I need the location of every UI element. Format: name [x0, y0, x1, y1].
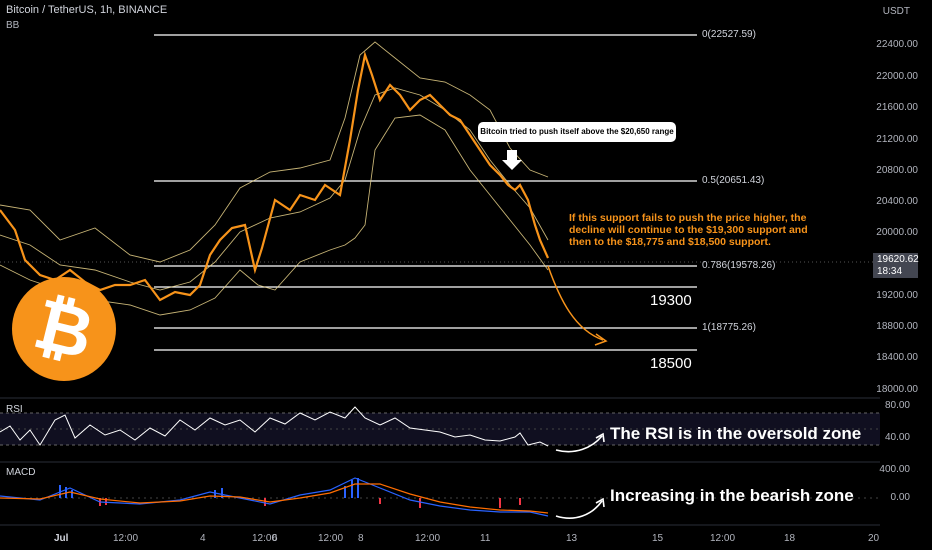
current-price: 19620.62 — [877, 254, 919, 265]
x-tick: 12:00 — [252, 533, 278, 544]
x-tick: 12:00 — [710, 533, 736, 544]
macd-annotation: Increasing in the bearish zone — [610, 486, 854, 505]
price-series — [0, 50, 550, 302]
fib-label-0: 0(22527.59) — [702, 29, 756, 40]
rsi-title[interactable]: RSI — [6, 404, 23, 415]
macd-tick: 0.00 — [890, 492, 910, 503]
y-tick: 18400.00 — [876, 352, 918, 363]
x-tick: Jul — [54, 533, 69, 544]
y-tick: 18000.00 — [876, 384, 918, 395]
current-price-tag: 19620.62 18:34 — [873, 253, 919, 278]
bb-upper — [0, 41, 549, 263]
y-tick: 21600.00 — [876, 102, 918, 113]
callout-arrow — [502, 150, 522, 170]
y-tick: 18800.00 — [876, 321, 918, 332]
rsi-anno-arrow — [555, 435, 603, 453]
bb-lower — [0, 114, 549, 316]
y-tick: 20800.00 — [876, 165, 918, 176]
callout-box: Bitcoin tried to push itself above the $… — [478, 122, 676, 142]
x-tick: 13 — [566, 533, 578, 544]
indicator-label[interactable]: BB — [6, 20, 20, 31]
analysis-note: If this support fails to push the price … — [569, 212, 808, 248]
fib-label-1: 1(18775.26) — [702, 322, 756, 333]
y-tick: 22000.00 — [876, 71, 918, 82]
signal-line — [0, 483, 549, 514]
y-tick: 21200.00 — [876, 134, 918, 145]
chart-title: Bitcoin / TetherUS, 1h, BINANCE — [6, 4, 168, 16]
x-tick: 4 — [200, 533, 206, 544]
y-tick: 19200.00 — [876, 290, 918, 301]
price-unit: USDT — [882, 6, 910, 17]
fib-label-0786: 0.786(19578.26) — [702, 260, 776, 271]
x-tick: 6 — [272, 533, 278, 544]
y-tick: 22400.00 — [876, 39, 918, 50]
bb-mid — [0, 87, 549, 291]
x-tick: 11 — [480, 533, 491, 544]
rsi-tick: 80.00 — [884, 400, 910, 411]
y-tick: 20400.00 — [876, 196, 918, 207]
macd-anno-arrow — [555, 500, 603, 519]
bitcoin-logo-icon: ₿ — [12, 277, 116, 381]
rsi-annotation: The RSI is in the oversold zone — [610, 424, 862, 443]
macd-title[interactable]: MACD — [6, 467, 36, 478]
y-tick: 20000.00 — [876, 227, 918, 238]
x-tick: 12:00 — [415, 533, 441, 544]
x-tick: 18 — [784, 533, 796, 544]
support-label-19300: 19300 — [650, 292, 692, 309]
x-tick: 12:00 — [318, 533, 344, 544]
x-tick: 15 — [652, 533, 664, 544]
x-tick: 20 — [868, 533, 880, 544]
macd-tick: 400.00 — [879, 464, 910, 475]
x-tick: 12:00 — [113, 533, 139, 544]
projection-arrow — [547, 265, 604, 341]
fib-label-05: 0.5(20651.43) — [702, 175, 765, 186]
support-label-18500: 18500 — [650, 355, 692, 372]
x-tick: 8 — [358, 533, 364, 544]
rsi-tick: 40.00 — [884, 432, 910, 443]
rsi-series — [0, 406, 549, 447]
price-chart[interactable] — [0, 0, 880, 530]
bar-countdown: 18:34 — [877, 266, 903, 277]
macd-line — [0, 477, 549, 517]
